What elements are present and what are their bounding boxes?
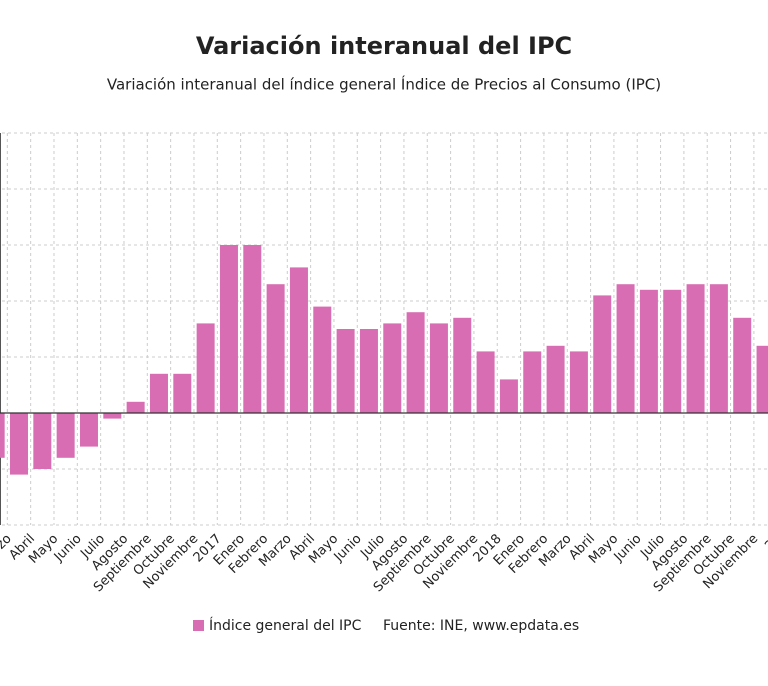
bar (313, 306, 332, 413)
bar (406, 312, 425, 413)
chart-title: Variación interanual del IPC (196, 32, 572, 60)
bar (243, 245, 262, 413)
bar (709, 284, 728, 413)
legend-label: Índice general del IPC (209, 617, 362, 634)
bar (219, 245, 238, 413)
bar (383, 323, 402, 413)
bar (499, 379, 518, 413)
bar (126, 401, 145, 413)
bar (733, 317, 752, 413)
bar (429, 323, 448, 413)
bar (103, 413, 122, 419)
bar (56, 413, 75, 458)
bar (616, 284, 635, 413)
bar (289, 267, 308, 413)
bar (173, 373, 192, 413)
bar (266, 284, 285, 413)
bar (9, 413, 28, 475)
bar (756, 345, 768, 413)
bar (686, 284, 705, 413)
bar (359, 329, 378, 413)
bar (79, 413, 98, 447)
bar (546, 345, 565, 413)
bar (149, 373, 168, 413)
bar (593, 295, 612, 413)
source: Fuente: INE, www.epdata.es (383, 618, 579, 634)
x-tick-label: 20 (762, 531, 768, 553)
bar (196, 323, 215, 413)
legend-swatch (193, 620, 204, 631)
bar (663, 289, 682, 413)
bar (569, 351, 588, 413)
bar (33, 413, 52, 469)
bar (453, 317, 472, 413)
bar (0, 413, 5, 458)
bar (336, 329, 355, 413)
chart-subtitle: Variación interanual del índice general … (107, 75, 661, 94)
bar (476, 351, 495, 413)
bar (639, 289, 658, 413)
bar (523, 351, 542, 413)
